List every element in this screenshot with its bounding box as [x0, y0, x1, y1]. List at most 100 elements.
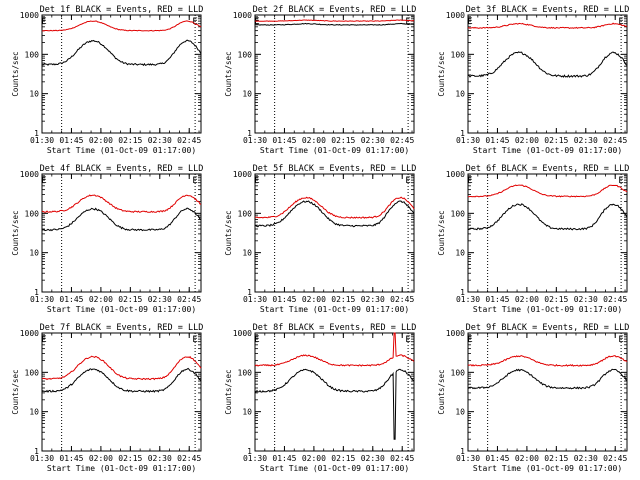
panel-title: Det 6f BLACK = Events, RED = LLD — [466, 164, 630, 174]
x-axis-label: Start Time (01-Oct-09 01:17:00) — [47, 305, 196, 314]
y-tick-label: 100 — [238, 368, 253, 377]
y-tick-label: 10 — [455, 249, 465, 258]
x-tick-label: 02:15 — [331, 454, 355, 463]
y-axis-label: Counts/sec — [11, 369, 20, 414]
detector-panel-6: Det 6f BLACK = Events, RED = LLD 1 10 100 10… — [437, 164, 629, 314]
x-tick-label: 02:00 — [515, 136, 539, 145]
plot-frame — [254, 332, 415, 452]
detector-panel-3: Det 3f BLACK = Events, RED = LLD 1 10 100 10… — [437, 5, 629, 155]
x-tick-label: 02:00 — [515, 454, 539, 463]
event-marker: E — [467, 176, 472, 186]
plot-frame — [467, 332, 628, 452]
y-tick-label: 10 — [455, 408, 465, 417]
event-marker: E — [192, 17, 197, 27]
plot-frame — [254, 14, 415, 134]
x-tick-label: 01:45 — [59, 136, 83, 145]
series-line-lld — [254, 196, 415, 219]
event-marker: E — [405, 17, 410, 27]
panel-title: Det 2f BLACK = Events, RED = LLD — [253, 5, 417, 15]
x-tick-label: 01:45 — [485, 295, 509, 304]
y-tick-label: 1000 — [233, 170, 252, 179]
series-line-events — [467, 51, 628, 78]
event-marker: E — [41, 17, 46, 27]
detector-panel-1: Det 1f BLACK = Events, RED = LLD 1 10 100 10… — [11, 5, 203, 155]
x-tick-label: 02:45 — [177, 295, 201, 304]
y-tick-label: 1000 — [446, 170, 465, 179]
y-tick-label: 1 — [460, 288, 465, 297]
event-marker: E — [618, 17, 623, 27]
x-tick-label: 01:30 — [30, 295, 54, 304]
x-tick-label: 02:00 — [515, 295, 539, 304]
x-tick-label: 02:00 — [89, 136, 113, 145]
series-line-lld — [467, 184, 628, 198]
x-tick-label: 02:00 — [89, 454, 113, 463]
series-line-events — [41, 207, 202, 232]
event-marker: E — [467, 335, 472, 345]
y-axis-label: Counts/sec — [224, 51, 233, 96]
x-tick-label: 02:30 — [574, 454, 598, 463]
series-line-lld — [41, 194, 202, 213]
event-marker: E — [618, 176, 623, 186]
series-line-events — [254, 200, 415, 228]
y-tick-label: 10 — [242, 408, 252, 417]
y-tick-label: 1000 — [20, 329, 39, 338]
x-axis-label: Start Time (01-Oct-09 01:17:00) — [473, 146, 622, 155]
series-line-lld — [254, 332, 415, 367]
detector-panel-4: Det 4f BLACK = Events, RED = LLD 1 10 100 10… — [11, 164, 203, 314]
y-tick-label: 1000 — [446, 329, 465, 338]
x-axis-label: Start Time (01-Oct-09 01:17:00) — [260, 464, 409, 473]
x-tick-label: 02:30 — [361, 454, 385, 463]
x-tick-label: 02:15 — [118, 136, 142, 145]
y-tick-label: 1000 — [233, 11, 252, 20]
panel-title: Det 5f BLACK = Events, RED = LLD — [253, 164, 417, 174]
x-tick-label: 01:30 — [30, 136, 54, 145]
plot-frame — [41, 173, 202, 293]
x-tick-label: 02:45 — [390, 136, 414, 145]
series-line-events — [41, 39, 202, 67]
x-axis-label: Start Time (01-Oct-09 01:17:00) — [260, 146, 409, 155]
y-tick-label: 1 — [247, 447, 252, 456]
detector-panel-9: Det 9f BLACK = Events, RED = LLD 1 10 100 10… — [437, 323, 629, 473]
x-tick-label: 02:00 — [302, 295, 326, 304]
x-tick-label: 01:45 — [272, 454, 296, 463]
y-tick-label: 10 — [29, 249, 39, 258]
x-tick-label: 02:15 — [544, 295, 568, 304]
panel-title: Det 3f BLACK = Events, RED = LLD — [466, 5, 630, 15]
y-tick-label: 100 — [451, 50, 466, 59]
panel-title: Det 8f BLACK = Events, RED = LLD — [253, 323, 417, 333]
x-tick-label: 02:45 — [603, 454, 627, 463]
x-tick-label: 02:45 — [603, 136, 627, 145]
series-line-lld — [41, 355, 202, 381]
x-tick-label: 01:30 — [30, 454, 54, 463]
y-tick-label: 1000 — [20, 11, 39, 20]
detector-panel-2: Det 2f BLACK = Events, RED = LLD 1 10 100 10… — [224, 5, 416, 155]
y-tick-label: 10 — [242, 249, 252, 258]
x-tick-label: 02:00 — [302, 454, 326, 463]
y-tick-label: 100 — [451, 209, 466, 218]
x-tick-label: 02:30 — [148, 454, 172, 463]
series-line-lld — [254, 19, 415, 22]
x-tick-label: 01:45 — [272, 295, 296, 304]
panel-title: Det 4f BLACK = Events, RED = LLD — [40, 164, 204, 174]
y-tick-label: 100 — [238, 209, 253, 218]
event-marker: E — [41, 335, 46, 345]
x-tick-label: 02:30 — [574, 136, 598, 145]
y-axis-label: Counts/sec — [437, 210, 446, 255]
y-tick-label: 1000 — [446, 11, 465, 20]
series-line-events — [254, 22, 415, 26]
x-axis-label: Start Time (01-Oct-09 01:17:00) — [260, 305, 409, 314]
y-tick-label: 100 — [25, 50, 40, 59]
x-tick-label: 02:00 — [89, 295, 113, 304]
event-marker: E — [405, 335, 410, 345]
y-axis-label: Counts/sec — [11, 210, 20, 255]
x-tick-label: 02:00 — [302, 136, 326, 145]
x-tick-label: 01:30 — [243, 454, 267, 463]
event-marker: E — [192, 335, 197, 345]
y-axis-label: Counts/sec — [224, 210, 233, 255]
event-marker: E — [192, 176, 197, 186]
y-tick-label: 1000 — [233, 329, 252, 338]
y-axis-label: Counts/sec — [437, 51, 446, 96]
x-tick-label: 02:15 — [331, 295, 355, 304]
y-tick-label: 10 — [29, 90, 39, 99]
y-tick-label: 100 — [25, 368, 40, 377]
